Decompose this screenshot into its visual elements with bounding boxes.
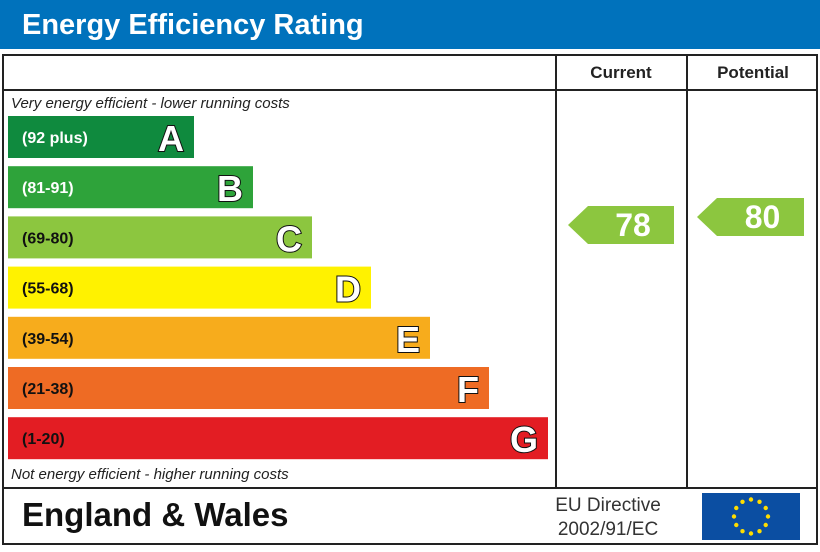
band-range: (81-91) [22,180,74,197]
potential-rating-value: 80 [745,199,781,235]
band-d: (55-68) D [8,266,371,311]
column-header-current: Current [590,63,652,82]
table-frame [2,54,818,545]
band-c: (69-80) C [8,216,312,260]
current-rating-arrow: 78 [568,206,674,244]
band-range: (92 plus) [22,130,88,147]
column-header-potential: Potential [717,63,789,82]
band-range: (21-38) [22,381,74,398]
band-letter: C [276,218,302,259]
band-letter: F [457,369,479,410]
chart-title: Energy Efficiency Rating [22,9,364,41]
eu-flag-icon [702,493,800,540]
band-range: (1-20) [22,431,65,448]
bottom-note: Not energy efficient - higher running co… [11,466,289,483]
band-f: (21-38) F [8,367,489,411]
current-rating-value: 78 [615,207,651,243]
band-letter: B [217,168,243,209]
band-bar [8,316,430,359]
band-bar [8,166,253,209]
band-b: (81-91) B [8,166,253,210]
band-a: (92 plus) A [8,116,194,160]
region-label: England & Wales [22,496,288,533]
rating-bands: (92 plus) A (81-91) B (69-80) C (55-68) D (39-54… [8,116,548,461]
potential-rating-arrow: 80 [697,198,804,236]
band-range: (39-54) [22,331,74,348]
band-bar [8,367,489,409]
band-bar [8,266,371,309]
band-letter: A [158,118,184,159]
title-bar [0,0,820,49]
band-letter: E [396,319,420,360]
band-e: (39-54) E [8,316,430,361]
band-letter: G [510,419,538,460]
band-bar [8,216,312,259]
directive-line1: EU Directive [555,495,661,516]
band-bar [8,116,194,158]
top-note: Very energy efficient - lower running co… [11,95,290,112]
band-letter: D [335,269,361,310]
band-range: (55-68) [22,281,74,298]
band-bar [8,417,548,460]
directive-line2: 2002/91/EC [558,519,658,540]
band-g: (1-20) G [8,417,548,461]
rating-arrows: 78 80 [568,198,804,244]
band-range: (69-80) [22,230,74,247]
